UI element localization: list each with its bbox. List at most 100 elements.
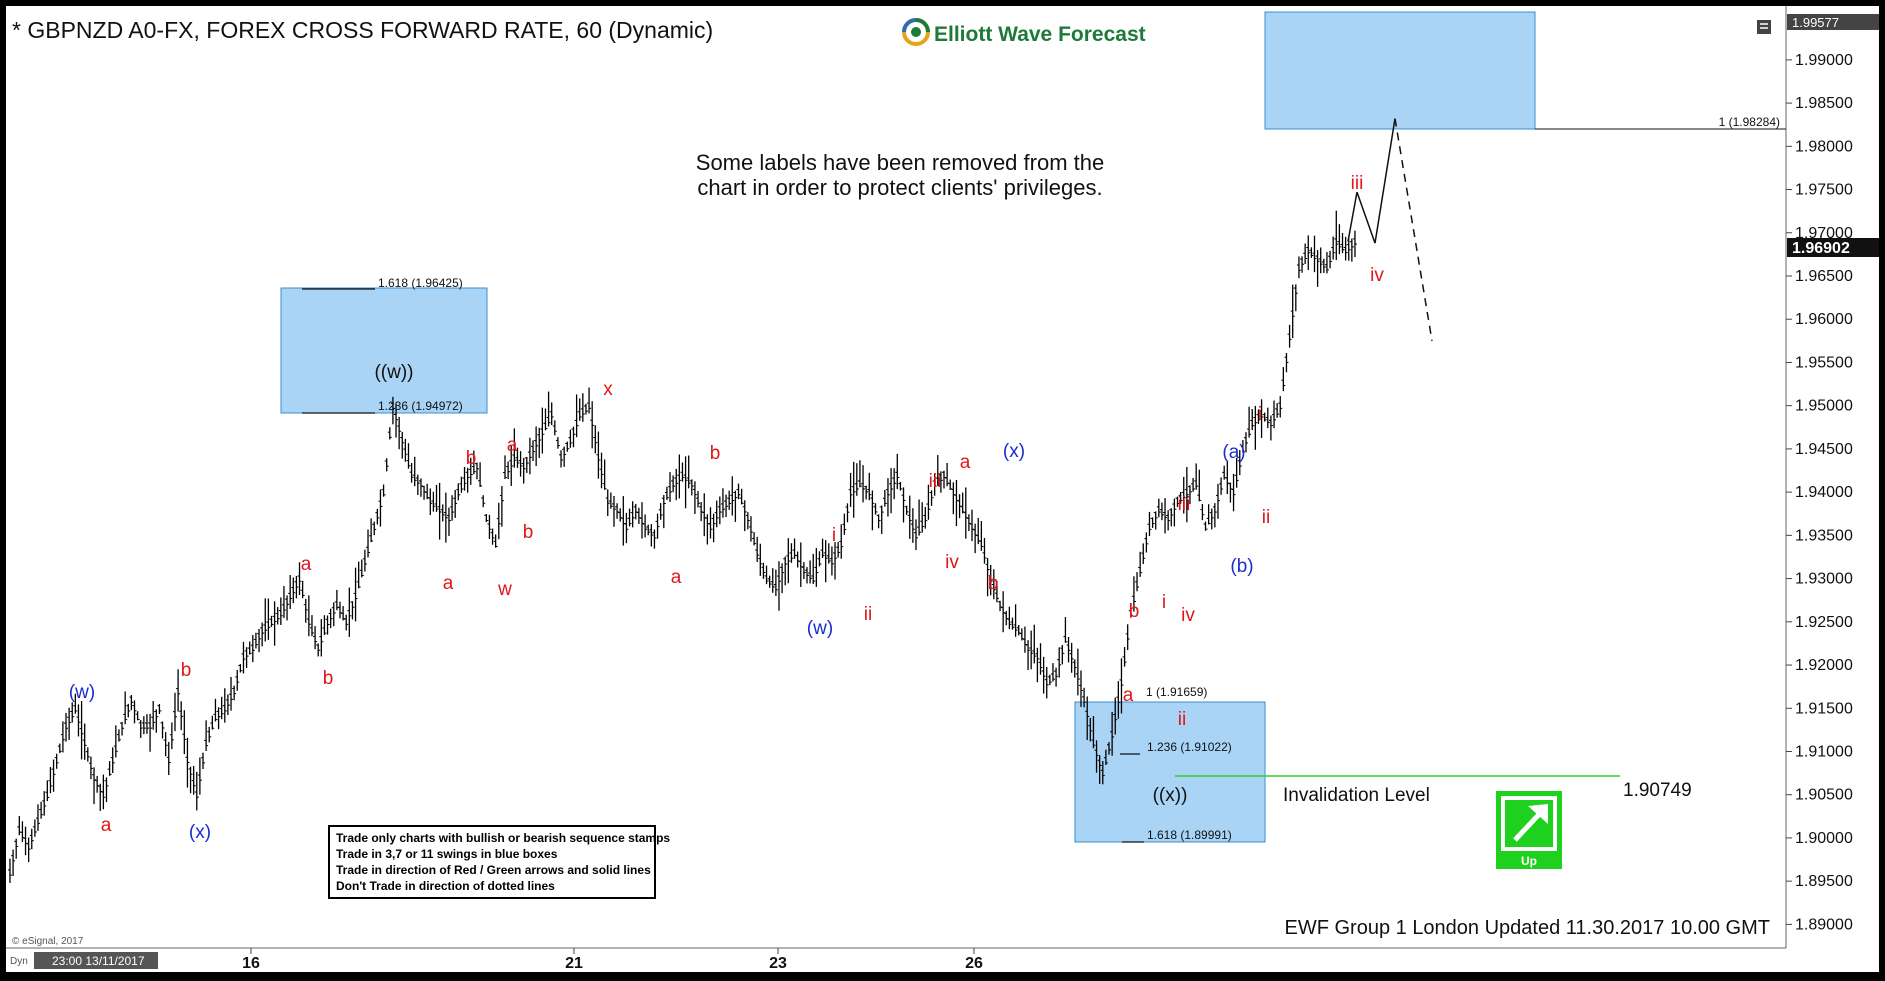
fib-label-1236-top: 1.236 (1.94972) xyxy=(378,399,463,413)
price-axis-panel xyxy=(1786,6,1879,972)
wave-label: b xyxy=(988,573,999,594)
x-start-label: 23:00 13/11/2017 xyxy=(52,954,145,968)
fib-label-low-1236: 1.236 (1.91022) xyxy=(1147,740,1232,754)
wave-label: ii xyxy=(864,604,872,625)
fib-label-1618-top: 1.618 (1.96425) xyxy=(378,276,463,290)
wave-label: a xyxy=(671,567,682,588)
up-arrow-icon xyxy=(1496,791,1562,869)
wave-label: i xyxy=(832,525,836,546)
wave-label: b xyxy=(523,522,534,543)
footer-updated: EWF Group 1 London Updated 11.30.2017 10… xyxy=(1285,917,1771,939)
x-tick-label: 23 xyxy=(769,955,787,972)
x-tick-label: 26 xyxy=(965,955,983,972)
wave-label: w xyxy=(497,579,512,600)
y-tick-label: 1.89000 xyxy=(1795,916,1853,933)
wave-label: (w) xyxy=(69,682,95,703)
plot-background xyxy=(6,6,1786,972)
y-tick-label: 1.90000 xyxy=(1795,830,1853,847)
last-price-badge xyxy=(1787,238,1879,257)
wave-label: b xyxy=(323,668,334,689)
up-label: Up xyxy=(1521,854,1537,868)
y-tick-label: 1.92500 xyxy=(1795,614,1853,631)
chart-title: * GBPNZD A0-FX, FOREX CROSS FORWARD RATE… xyxy=(12,17,713,43)
x-start-badge xyxy=(34,952,158,969)
wave-label: ((w)) xyxy=(374,362,413,383)
wave-label: iv xyxy=(1181,605,1195,626)
projection-solid-segment xyxy=(1374,118,1396,244)
projection-path xyxy=(1347,118,1433,341)
wave-label: (x) xyxy=(189,822,211,843)
y-tick-label: 1.92000 xyxy=(1795,657,1853,674)
top-price-label: 1.99577 xyxy=(1792,15,1839,30)
note-line-2: chart in order to protect clients' privi… xyxy=(697,175,1102,200)
y-tick-label: 1.96000 xyxy=(1795,311,1853,328)
projection-solid-segment xyxy=(1356,191,1376,244)
wave-label: iv xyxy=(1370,265,1384,286)
wave-label: (b) xyxy=(1230,556,1253,577)
x-tick-label: 21 xyxy=(565,955,583,972)
y-tick-label: 1.93000 xyxy=(1795,571,1853,588)
wave-label: a xyxy=(301,554,312,575)
x-tick-label: 16 xyxy=(242,955,260,972)
y-tick-label: 1.94000 xyxy=(1795,484,1853,501)
wave-label: i xyxy=(1258,404,1262,425)
wave-label: a xyxy=(443,573,454,594)
projection-dotted-segment xyxy=(1394,118,1433,341)
rules-box xyxy=(328,825,656,899)
brand-name: Elliott Wave Forecast xyxy=(934,23,1146,46)
wave-label: ii xyxy=(1178,709,1186,730)
wave-label: x xyxy=(603,379,613,400)
fib-box-bottom xyxy=(1074,701,1266,843)
fib-label-low-1: 1 (1.91659) xyxy=(1146,685,1207,699)
wave-label: i xyxy=(1162,592,1166,613)
wave-labels: (w)ab(x)ab((w))abwabxbai(w)iiiiiivab(x)b… xyxy=(69,173,1385,843)
wave-label: a xyxy=(960,452,971,473)
fib-box-target xyxy=(1264,11,1536,130)
y-axis-ticks: 1.99000 1.98500 1.98000 1.97500 1.97000 1.965… xyxy=(1786,52,1853,933)
fib-label-low-1618: 1.618 (1.89991) xyxy=(1147,828,1232,842)
y-tick-label: 1.91500 xyxy=(1795,700,1853,717)
wave-label: ((x)) xyxy=(1153,785,1188,806)
wave-label: a xyxy=(507,435,518,456)
wave-label: (a) xyxy=(1222,442,1245,463)
y-tick-label: 1.89500 xyxy=(1795,873,1853,890)
rule-3: Trade in direction of Red / Green arrows… xyxy=(336,863,651,877)
wave-label: b xyxy=(710,443,721,464)
projection-solid-segment xyxy=(1347,192,1358,242)
copyright: © eSignal, 2017 xyxy=(12,936,84,947)
brand-logo xyxy=(902,18,930,46)
y-tick-label: 1.96500 xyxy=(1795,268,1853,285)
wave-label: b xyxy=(1129,601,1140,622)
top-price-badge xyxy=(1787,14,1879,30)
wave-label: iii xyxy=(1178,494,1191,515)
menu-icon[interactable] xyxy=(1757,20,1771,34)
wave-label: ii xyxy=(1262,507,1270,528)
x-axis-ticks: 16 21 23 26 xyxy=(242,948,983,972)
price-series xyxy=(7,210,1357,883)
wave-label: a xyxy=(1123,685,1134,706)
y-tick-label: 1.94500 xyxy=(1795,441,1853,458)
rule-2: Trade in 3,7 or 11 swings in blue boxes xyxy=(336,847,558,861)
wave-label: a xyxy=(101,815,112,836)
wave-label: iv xyxy=(945,552,959,573)
rule-1: Trade only charts with bullish or bearis… xyxy=(336,831,670,845)
wave-label: (w) xyxy=(807,618,833,639)
y-tick-label: 1.98000 xyxy=(1795,138,1853,155)
fib-label-target: 1 (1.98284) xyxy=(1719,115,1780,129)
rule-4: Don't Trade in direction of dotted lines xyxy=(336,879,555,893)
wave-label: (x) xyxy=(1003,441,1025,462)
wave-label: iii xyxy=(1351,173,1364,194)
wave-label: iii xyxy=(929,471,942,492)
y-tick-label: 1.90500 xyxy=(1795,787,1853,804)
invalidation-value: 1.90749 xyxy=(1623,780,1692,801)
x-prefix: Dyn xyxy=(10,956,28,967)
wave-label: b xyxy=(181,660,192,681)
y-tick-label: 1.95000 xyxy=(1795,398,1853,415)
y-tick-label: 1.99000 xyxy=(1795,52,1853,69)
y-tick-label: 1.91000 xyxy=(1795,743,1853,760)
y-tick-label: 1.97500 xyxy=(1795,182,1853,199)
wave-label: b xyxy=(466,448,477,469)
y-tick-label: 1.97000 xyxy=(1795,225,1853,242)
